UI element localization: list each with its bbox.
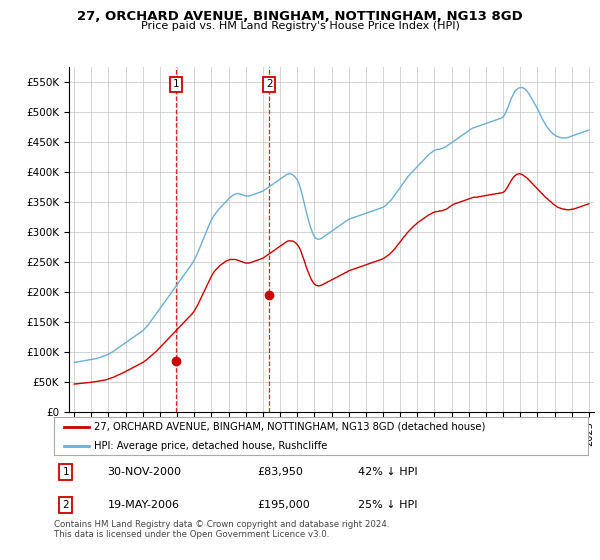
Text: 19-MAY-2006: 19-MAY-2006 — [107, 500, 179, 510]
Text: Price paid vs. HM Land Registry's House Price Index (HPI): Price paid vs. HM Land Registry's House … — [140, 21, 460, 31]
Text: 2: 2 — [62, 500, 69, 510]
Text: 42% ↓ HPI: 42% ↓ HPI — [358, 467, 418, 477]
Text: 1: 1 — [172, 80, 179, 89]
Text: £83,950: £83,950 — [257, 467, 303, 477]
Text: HPI: Average price, detached house, Rushcliffe: HPI: Average price, detached house, Rush… — [94, 441, 328, 451]
Text: 1: 1 — [62, 467, 69, 477]
Text: 27, ORCHARD AVENUE, BINGHAM, NOTTINGHAM, NG13 8GD (detached house): 27, ORCHARD AVENUE, BINGHAM, NOTTINGHAM,… — [94, 422, 485, 432]
Text: £195,000: £195,000 — [257, 500, 310, 510]
Text: Contains HM Land Registry data © Crown copyright and database right 2024.
This d: Contains HM Land Registry data © Crown c… — [54, 520, 389, 539]
Text: 27, ORCHARD AVENUE, BINGHAM, NOTTINGHAM, NG13 8GD: 27, ORCHARD AVENUE, BINGHAM, NOTTINGHAM,… — [77, 10, 523, 23]
Text: 30-NOV-2000: 30-NOV-2000 — [107, 467, 181, 477]
Text: 2: 2 — [266, 80, 273, 89]
Text: 25% ↓ HPI: 25% ↓ HPI — [358, 500, 418, 510]
